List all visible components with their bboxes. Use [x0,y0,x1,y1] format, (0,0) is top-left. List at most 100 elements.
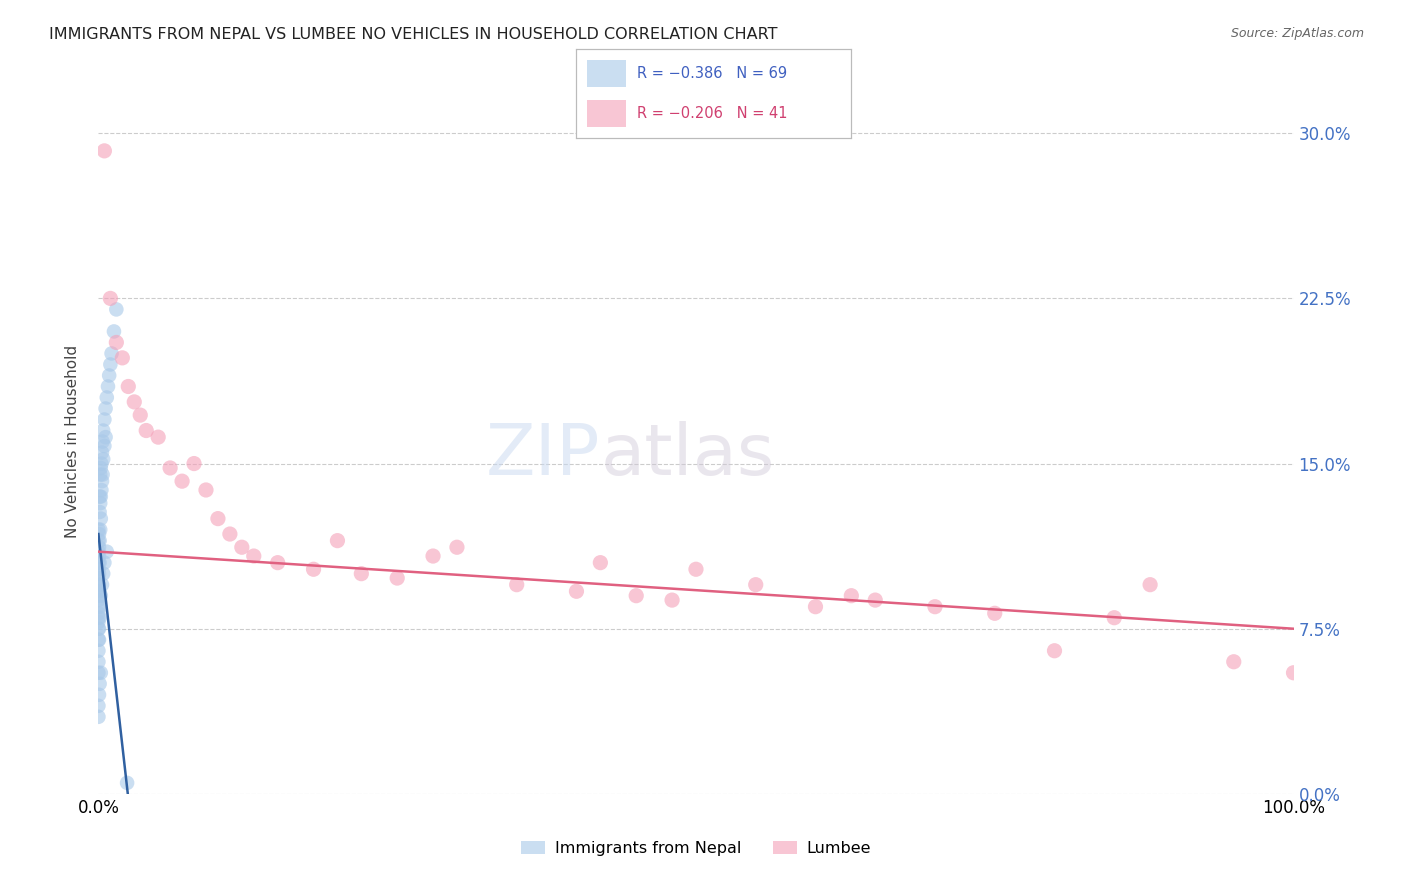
Point [87,655,110,669]
Point [87,698,110,713]
Point [350,566,373,581]
Point [148,430,170,444]
Point [135,424,157,438]
Point [87,571,110,585]
Point [91,424,114,438]
Point [87,533,110,548]
Point [87,584,110,599]
Text: R = −0.206   N = 41: R = −0.206 N = 41 [637,106,787,120]
Point [302,562,325,576]
Point [87,562,110,576]
Point [565,584,588,599]
Point [207,511,229,525]
Point [96,544,118,558]
Text: ZIP: ZIP [486,421,600,490]
Point [87,577,110,591]
Point [1043,644,1066,658]
Point [100,346,122,360]
Point [87,593,110,607]
Point [243,549,266,563]
Point [267,556,290,570]
Point [195,483,218,497]
Point [103,325,125,339]
Point [90,490,112,504]
Point [129,408,152,422]
Text: Source: ZipAtlas.com: Source: ZipAtlas.com [1230,27,1364,40]
Point [93,439,115,453]
Point [87,632,110,647]
Point [87,577,110,591]
Point [1104,610,1126,624]
Bar [588,100,626,127]
Text: IMMIGRANTS FROM NEPAL VS LUMBEE NO VEHICLES IN HOUSEHOLD CORRELATION CHART: IMMIGRANTS FROM NEPAL VS LUMBEE NO VEHIC… [49,27,778,42]
Point [745,577,768,591]
Point [90,511,112,525]
Point [87,589,110,603]
Point [159,461,181,475]
Point [87,523,110,537]
Point [91,577,114,591]
Point [87,607,110,621]
Point [87,644,110,658]
Point [506,577,529,591]
Text: atlas: atlas [600,421,775,490]
Point [422,549,444,563]
Point [93,556,115,570]
Point [804,599,827,614]
Point [111,351,134,365]
Point [124,395,146,409]
Point [1139,577,1161,591]
Point [89,505,111,519]
Point [685,562,707,576]
Point [94,401,117,416]
Point [87,527,110,541]
Point [183,457,205,471]
Point [87,665,110,680]
Point [89,556,111,570]
Legend: Immigrants from Nepal, Lumbee: Immigrants from Nepal, Lumbee [522,841,870,856]
Point [91,566,114,581]
Point [87,556,110,570]
Point [115,776,138,790]
Point [87,615,110,629]
Point [105,302,128,317]
Point [87,599,110,614]
Point [90,589,112,603]
Point [89,584,111,599]
Text: R = −0.386   N = 69: R = −0.386 N = 69 [637,66,787,80]
Point [87,622,110,636]
Point [87,710,110,724]
Point [89,533,111,548]
Point [326,533,349,548]
Point [661,593,683,607]
Point [94,430,117,444]
Point [98,292,122,306]
Point [87,610,110,624]
Point [172,474,194,488]
Y-axis label: No Vehicles in Household: No Vehicles in Household [65,345,80,538]
Point [117,379,139,393]
Point [984,607,1007,621]
Point [89,677,111,691]
Point [90,665,112,680]
Point [90,461,112,475]
Point [91,452,114,467]
Point [1282,665,1305,680]
Point [841,589,863,603]
Point [91,467,114,482]
Point [89,610,111,624]
Point [589,556,612,570]
Point [89,523,111,537]
Point [87,688,110,702]
Point [98,358,122,372]
Point [87,549,110,563]
Point [90,483,112,497]
Point [1223,655,1246,669]
Point [105,335,128,350]
Point [87,622,110,636]
Point [91,474,114,488]
Point [231,541,253,555]
Point [91,445,114,459]
Point [93,412,115,426]
Point [89,599,111,614]
